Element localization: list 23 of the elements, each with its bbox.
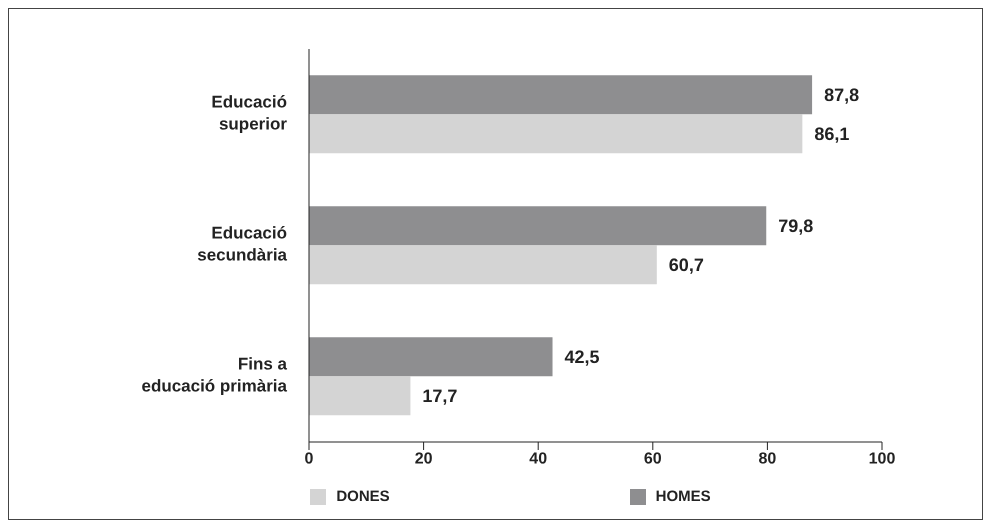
y-tick-label: Educació superior xyxy=(211,92,288,134)
data-label: 87,8 xyxy=(824,85,860,106)
bar xyxy=(309,206,766,246)
x-tick-label: 0 xyxy=(304,450,314,468)
bar xyxy=(309,245,657,284)
x-tick-label: 60 xyxy=(644,450,662,468)
x-tick-label: 80 xyxy=(758,450,776,468)
bar xyxy=(309,337,553,376)
data-label: 42,5 xyxy=(564,347,600,368)
y-tick-label: Fins a educació primària xyxy=(141,354,288,396)
legend-label: HOMES xyxy=(656,488,711,505)
legend-label: DONES xyxy=(336,488,390,505)
x-tick-label: 40 xyxy=(529,450,548,468)
data-label: 79,8 xyxy=(778,216,814,236)
bar xyxy=(309,75,812,114)
x-tick-label: 20 xyxy=(414,450,433,468)
x-tick-label: 100 xyxy=(868,450,896,468)
data-label: 60,7 xyxy=(668,255,704,276)
bar xyxy=(309,376,410,416)
bar xyxy=(309,114,802,154)
data-label: 17,7 xyxy=(422,386,458,406)
y-tick-label: Educació secundària xyxy=(197,224,288,265)
data-label: 86,1 xyxy=(814,124,850,144)
